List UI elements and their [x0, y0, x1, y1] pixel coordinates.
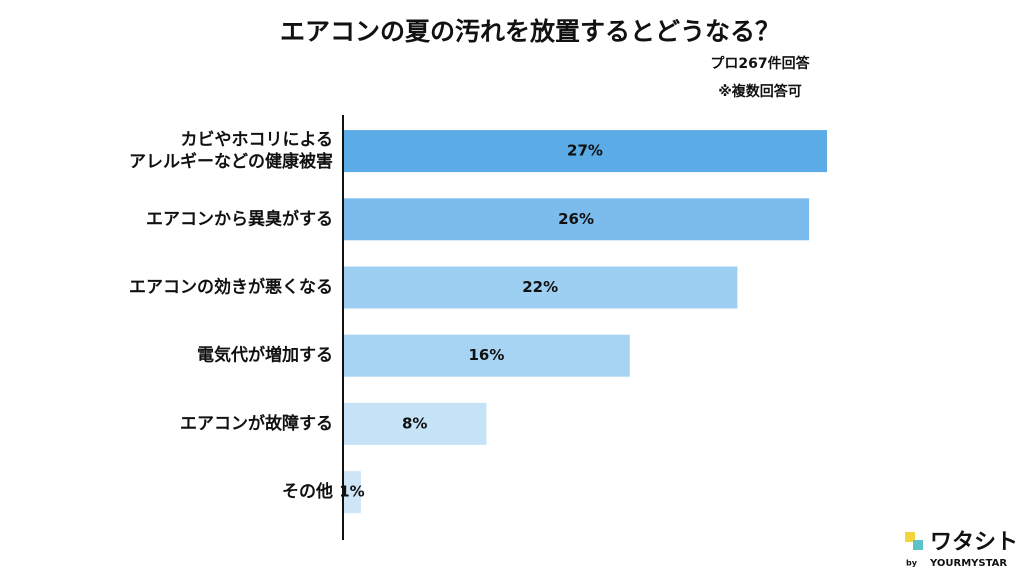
value-label: 26% [558, 210, 594, 228]
value-label: 8% [402, 414, 427, 432]
category-label: エアコンの効きが悪くなる [129, 277, 333, 298]
category-label: エアコンが故障する [180, 413, 333, 434]
subtitle: ※複数回答可 [718, 83, 802, 100]
logo-icon [905, 532, 915, 542]
chart-title: エアコンの夏の汚れを放置するとどうなる？ [280, 17, 780, 46]
bar [344, 334, 630, 377]
logo-name: ワタシト [930, 530, 1018, 555]
subtitle: プロ267件回答 [710, 55, 810, 72]
bar [344, 402, 487, 445]
bar [344, 471, 361, 514]
logo-brand: YOURMYSTAR [929, 558, 1007, 569]
value-label: 1% [339, 483, 364, 501]
logo-icon [913, 540, 923, 550]
category-label: 電気代が増加する [197, 345, 333, 366]
value-label: 22% [522, 278, 558, 296]
bar [344, 130, 827, 173]
bar [344, 198, 810, 241]
value-label: 27% [567, 142, 603, 160]
bar [344, 266, 738, 309]
category-label: エアコンから異臭がする [146, 208, 333, 229]
logo-by: by [906, 559, 918, 568]
value-label: 16% [468, 346, 504, 364]
category-label: その他 [282, 481, 333, 502]
logo: ワタシト by YOURMYSTAR [905, 530, 1018, 569]
category-label: カビやホコリによるアレルギーなどの健康被害 [129, 130, 333, 172]
